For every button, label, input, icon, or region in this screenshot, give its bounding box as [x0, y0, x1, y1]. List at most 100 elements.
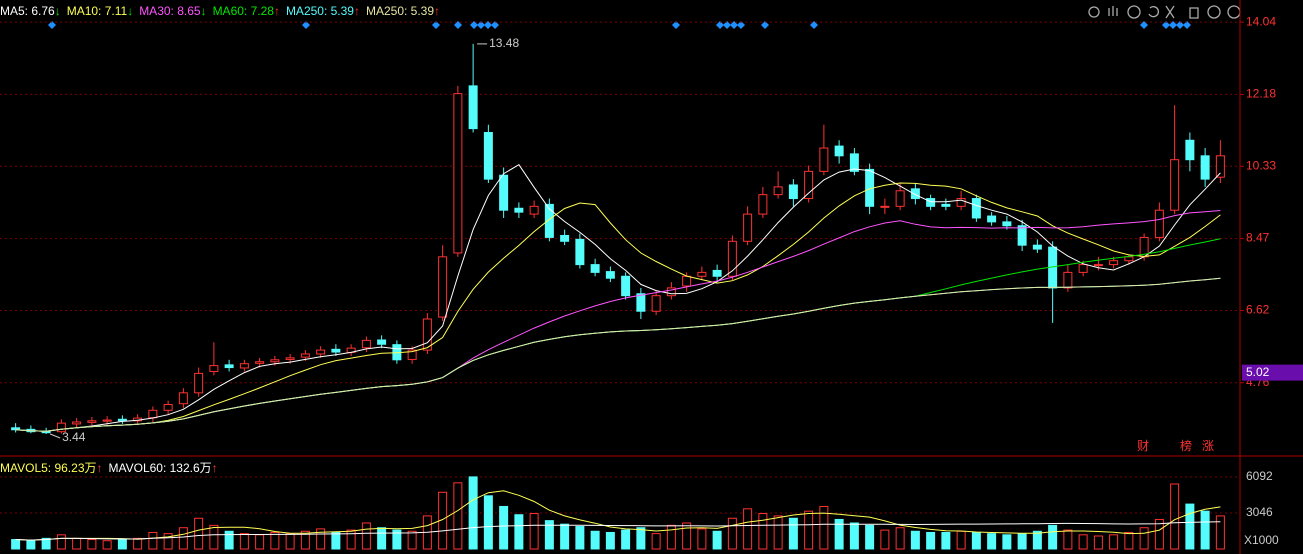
signal-marker	[48, 21, 56, 29]
tool-zoom-out[interactable]	[1227, 5, 1241, 19]
tool-view[interactable]	[1088, 6, 1100, 18]
volume-bar	[880, 529, 890, 550]
legend-text: MAVOL5: 96.23万	[0, 461, 97, 475]
candle-body	[361, 339, 371, 349]
candle-body	[41, 431, 51, 434]
volume-bar	[575, 526, 585, 550]
volume-bar	[194, 517, 204, 550]
volume-bar	[712, 530, 722, 550]
volume-bar	[285, 533, 295, 550]
candle-body	[971, 198, 981, 219]
volume-bar	[1048, 524, 1058, 550]
candle-body	[605, 271, 615, 279]
volume-bar	[102, 540, 112, 550]
volume-bar	[255, 534, 265, 550]
candle-body	[1215, 155, 1225, 178]
candle-body	[422, 318, 432, 351]
volume-bar	[804, 510, 814, 550]
candle-body	[1032, 244, 1042, 250]
candle-body	[194, 372, 204, 394]
candle-body	[209, 365, 219, 372]
candle-body	[377, 339, 387, 345]
volume-bar	[666, 524, 676, 550]
event-tag: 榜	[1180, 438, 1192, 453]
candle-body	[102, 419, 112, 422]
legend-text: MA60: 7.28	[212, 4, 274, 18]
min-label: 3.44	[62, 430, 86, 444]
legend-text: MAVOL60: 132.6万	[108, 461, 212, 475]
tool-hand[interactable]	[1108, 6, 1118, 16]
candle-body	[743, 213, 753, 242]
signal-marker	[672, 21, 680, 29]
candle-body	[1078, 264, 1088, 273]
volume-bar	[117, 539, 127, 550]
max-label: 13.48	[489, 36, 519, 50]
signal-marker	[454, 21, 462, 29]
y-tick-label: 14.04	[1246, 14, 1276, 28]
volume-bar	[407, 530, 417, 550]
candle-body	[621, 275, 631, 297]
volume-bar	[941, 531, 951, 550]
candle-body	[880, 205, 890, 208]
signal-marker	[470, 21, 499, 29]
candle-body	[1063, 271, 1073, 289]
candle-body	[178, 392, 188, 405]
candle-body	[1017, 225, 1027, 246]
volume-bar	[1032, 530, 1042, 550]
volume-bar	[26, 540, 36, 550]
volume-bar	[178, 527, 188, 550]
candle-body	[636, 293, 646, 312]
volume-bar	[926, 531, 936, 550]
ma-line	[15, 277, 1221, 432]
candle-body	[849, 153, 859, 172]
y-tick-label: 3046	[1246, 505, 1273, 519]
volume-bar	[224, 530, 234, 550]
y-tick-label: 12.18	[1246, 87, 1276, 101]
candle-body	[788, 184, 798, 200]
legend-arrow: ↑	[211, 461, 218, 475]
candle-body	[438, 256, 448, 318]
signal-marker	[1140, 21, 1191, 29]
volume-bar	[514, 514, 524, 550]
candle-body	[697, 271, 707, 277]
legend-entry: MA5: 6.76↓	[0, 4, 61, 18]
candle-body	[956, 198, 966, 207]
volume-bar	[621, 529, 631, 550]
volume-bar	[72, 537, 82, 550]
volume-bar	[636, 527, 646, 550]
volume-bar	[209, 524, 219, 550]
legend-entry: MAVOL5: 96.23万↑	[0, 461, 103, 475]
candle-body	[331, 348, 341, 353]
candle-body	[285, 357, 295, 360]
legend-entry: MAVOL60: 132.6万↑	[109, 461, 218, 475]
tool-zoom-in[interactable]	[1207, 5, 1221, 19]
unit-label: X1000	[1244, 533, 1279, 547]
volume-bar	[1109, 534, 1119, 550]
volume-bar	[1002, 534, 1012, 550]
price-legend: MA5: 6.76↓ MA10: 7.11↓ MA30: 8.65↓ MA60: 7.…	[0, 4, 446, 18]
candle-body	[682, 275, 692, 287]
candle-body	[773, 186, 783, 196]
tool-undo[interactable]	[1148, 6, 1159, 18]
candle-body	[239, 363, 249, 369]
volume-legend: MAVOL5: 96.23万↑ MAVOL60: 132.6万↑	[0, 459, 224, 476]
volume-bar	[483, 495, 493, 550]
legend-arrow: ↓	[54, 4, 61, 18]
candle-body	[483, 131, 493, 180]
legend-text: MA250: 5.39	[365, 4, 435, 18]
tool-cut[interactable]	[1165, 5, 1175, 19]
tool-lock[interactable]	[1189, 7, 1199, 19]
volume-bar	[758, 513, 768, 550]
signal-marker	[302, 21, 310, 29]
volume-bar	[1093, 535, 1103, 550]
legend-arrow: ↑	[273, 4, 280, 18]
volume-bar	[1078, 534, 1088, 550]
volume-bar	[1124, 531, 1134, 550]
tool-play[interactable]	[1127, 5, 1141, 19]
candle-body	[590, 264, 600, 273]
volume-bar	[956, 530, 966, 550]
signal-marker	[716, 21, 818, 29]
volume-bar	[346, 529, 356, 550]
toolbar	[1088, 5, 1241, 19]
